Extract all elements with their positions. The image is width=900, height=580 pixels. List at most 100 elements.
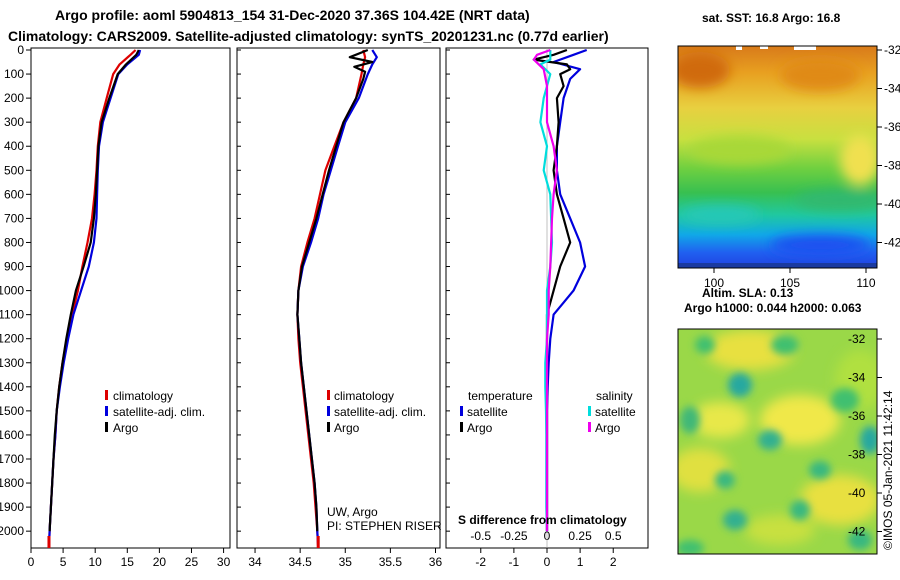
sla-map-axes: -32 -34 -36 -38 -40 -42 bbox=[848, 332, 882, 539]
salinity-panel: 34 34.5 35 35.5 36 bbox=[248, 48, 443, 569]
sst-lon-label: 100 bbox=[704, 276, 724, 290]
legend2-satellite-swatch bbox=[327, 406, 330, 416]
legend3-s-argo-swatch bbox=[588, 422, 591, 432]
depth-tick-label: 700 bbox=[4, 211, 24, 225]
sst-map bbox=[678, 46, 877, 268]
legend-salinity-title: salinity bbox=[596, 389, 633, 403]
series-line-t-argo bbox=[532, 48, 572, 532]
depth-tick-label: 800 bbox=[4, 235, 24, 249]
sla-title-1: Altim. SLA: 0.13 bbox=[702, 286, 794, 300]
sst-gap bbox=[760, 46, 768, 49]
legend3-t-satellite-swatch bbox=[460, 406, 463, 416]
legend-argo-swatch bbox=[105, 422, 108, 432]
x-tick-label: 35 bbox=[339, 555, 353, 569]
x-tick-label: 34 bbox=[248, 555, 262, 569]
depth-tick-label: 1000 bbox=[0, 284, 24, 298]
depth-tick-label: 1500 bbox=[0, 404, 24, 418]
series-line-satellite-adj-clim- bbox=[296, 49, 378, 549]
depth-tick-label: 600 bbox=[4, 187, 24, 201]
sst-edge bbox=[678, 263, 877, 268]
depth-tick-label: 300 bbox=[4, 115, 24, 129]
legend2-climatology-swatch bbox=[327, 390, 330, 400]
temperature-panel-frame bbox=[30, 47, 231, 549]
s-difference-label: S difference from climatology bbox=[458, 513, 627, 527]
sst-lat-label: -40 bbox=[884, 197, 900, 211]
depth-tick-label: 1800 bbox=[0, 476, 24, 490]
x-tick-label: 36 bbox=[429, 555, 443, 569]
title-line-2: Climatology: CARS2009. Satellite-adjuste… bbox=[8, 28, 609, 44]
salinity-panel-frame bbox=[236, 47, 441, 549]
x-tick-label: 34.5 bbox=[288, 555, 312, 569]
x-tick-label: 10 bbox=[89, 555, 103, 569]
sla-eddies bbox=[678, 335, 877, 554]
sst-gap bbox=[736, 46, 742, 50]
legend3-s-satellite-label: satellite bbox=[595, 405, 636, 419]
depth-tick-label: 500 bbox=[4, 163, 24, 177]
bottom-marker bbox=[316, 536, 320, 548]
legend3-t-argo-swatch bbox=[460, 422, 463, 432]
x-tick-label: 30 bbox=[217, 555, 231, 569]
sla-lat-label: -40 bbox=[848, 486, 866, 500]
depth-tick-label: 1600 bbox=[0, 428, 24, 442]
sst-map-frame bbox=[677, 45, 878, 269]
credit-line-1: UW, Argo bbox=[327, 505, 378, 519]
legend-climatology-label: climatology bbox=[113, 389, 173, 403]
legend2-climatology-label: climatology bbox=[334, 389, 394, 403]
sst-lat-label: -36 bbox=[884, 120, 900, 134]
s-diff-tick-label: 0.25 bbox=[568, 529, 592, 543]
x-tick-label: -1 bbox=[509, 555, 520, 569]
legend3-t-argo-label: Argo bbox=[467, 421, 493, 435]
sst-lat-label: -34 bbox=[884, 82, 900, 96]
salinity-legend: climatology satellite-adj. clim. Argo UW… bbox=[327, 389, 442, 533]
legend-temperature-title: temperature bbox=[468, 389, 533, 403]
sst-map-axes: -32 -34 -36 -38 -40 -42 100 105 110 bbox=[704, 43, 900, 290]
series-line-climatology bbox=[296, 49, 367, 549]
sla-lat-label: -38 bbox=[848, 448, 866, 462]
series-line-climatology bbox=[47, 49, 137, 549]
legend-climatology-swatch bbox=[105, 390, 108, 400]
x-tick-label: -2 bbox=[475, 555, 486, 569]
difference-legend: temperature salinity satellite Argo sate… bbox=[458, 389, 636, 527]
series-line-s-argo bbox=[532, 48, 559, 532]
x-tick-label: 15 bbox=[121, 555, 135, 569]
depth-tick-label: 1100 bbox=[0, 308, 24, 322]
x-tick-label: 5 bbox=[60, 555, 67, 569]
sla-title-2: Argo h1000: 0.044 h2000: 0.063 bbox=[684, 301, 862, 315]
x-tick-label: 2 bbox=[610, 555, 617, 569]
x-tick-label: 1 bbox=[577, 555, 584, 569]
legend-satellite-label: satellite-adj. clim. bbox=[113, 405, 205, 419]
depth-tick-label: 1700 bbox=[0, 452, 24, 466]
sst-lon-label: 110 bbox=[856, 276, 875, 290]
legend3-s-argo-label: Argo bbox=[595, 421, 621, 435]
legend2-argo-swatch bbox=[327, 422, 330, 432]
title-line-1: Argo profile: aoml 5904813_154 31-Dec-20… bbox=[55, 7, 530, 23]
sst-lat-label: -38 bbox=[884, 159, 900, 173]
s-diff-tick-label: -0.25 bbox=[500, 529, 528, 543]
depth-tick-label: 400 bbox=[4, 139, 24, 153]
depth-tick-label: 100 bbox=[4, 67, 24, 81]
sla-lat-label: -36 bbox=[848, 409, 866, 423]
sst-lon-label: 105 bbox=[780, 276, 800, 290]
sla-lat-label: -42 bbox=[848, 525, 866, 539]
s-diff-tick-label: -0.5 bbox=[470, 529, 491, 543]
sla-lat-label: -32 bbox=[848, 332, 866, 346]
sla-texture bbox=[678, 330, 877, 545]
legend3-t-satellite-label: satellite bbox=[467, 405, 508, 419]
depth-tick-label: 1200 bbox=[0, 332, 24, 346]
legend-satellite-swatch bbox=[105, 406, 108, 416]
sst-texture bbox=[678, 52, 877, 255]
series-line-satellite-adj-clim- bbox=[47, 49, 142, 549]
legend3-s-satellite-swatch bbox=[588, 406, 591, 416]
legend2-satellite-label: satellite-adj. clim. bbox=[334, 405, 426, 419]
depth-tick-label: 900 bbox=[4, 260, 24, 274]
bottom-marker bbox=[47, 536, 51, 548]
difference-panel: -2 -1 0 1 2-0.5 -0.25 0 0.25 0.5 bbox=[470, 48, 622, 569]
temperature-legend: climatology satellite-adj. clim. Argo bbox=[105, 389, 205, 435]
series-line-argo bbox=[48, 49, 140, 532]
temperature-panel: 0 5 10 15 20 25 30 bbox=[28, 49, 231, 569]
sst-map-title: sat. SST: 16.8 Argo: 16.8 bbox=[702, 11, 841, 25]
depth-tick-label: 1300 bbox=[0, 356, 24, 370]
credit-line-2: PI: STEPHEN RISER bbox=[327, 519, 442, 533]
sla-map bbox=[678, 329, 877, 554]
depth-tick-label: 0 bbox=[17, 43, 24, 57]
